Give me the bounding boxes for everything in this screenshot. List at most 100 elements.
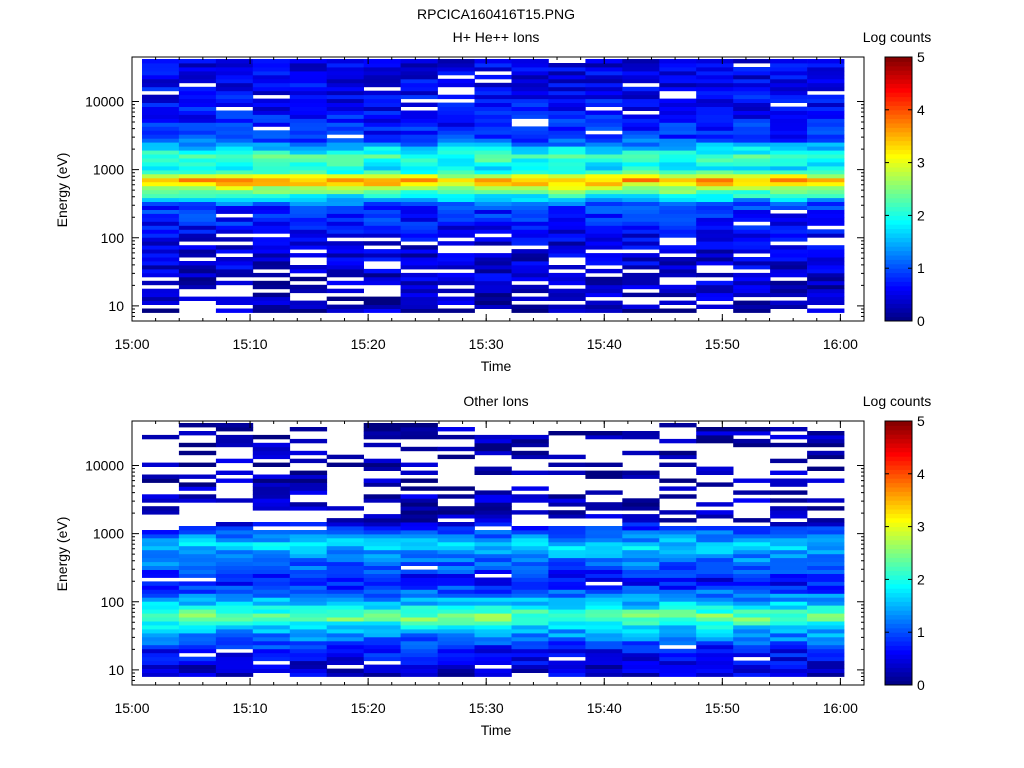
heatmap-cell bbox=[548, 181, 586, 187]
heatmap-cell bbox=[437, 629, 475, 634]
heatmap-cell bbox=[807, 629, 845, 634]
heatmap-cell bbox=[289, 664, 328, 669]
heatmap-cell bbox=[289, 660, 328, 665]
heatmap-cell bbox=[474, 86, 512, 92]
heatmap-cell bbox=[511, 82, 549, 88]
heatmap-cell bbox=[733, 142, 771, 147]
heatmap-cell bbox=[733, 593, 771, 598]
heatmap-cell bbox=[178, 134, 217, 139]
heatmap-cell bbox=[363, 94, 401, 100]
heatmap-cell bbox=[585, 625, 623, 630]
heatmap-cell bbox=[252, 138, 291, 143]
heatmap-cell bbox=[733, 118, 771, 123]
heatmap-cell bbox=[659, 142, 697, 147]
heatmap-cell bbox=[289, 549, 328, 555]
heatmap-cell bbox=[659, 225, 697, 230]
heatmap-cell bbox=[363, 498, 401, 503]
heatmap-cell bbox=[770, 158, 808, 163]
heatmap-cell bbox=[326, 462, 364, 467]
heatmap-cell bbox=[289, 506, 328, 511]
heatmap-cell bbox=[733, 553, 771, 559]
heatmap-cell bbox=[363, 67, 401, 72]
colorbar-swatch bbox=[885, 145, 912, 150]
heatmap-cell bbox=[807, 569, 845, 574]
heatmap-cell bbox=[289, 169, 328, 175]
colorbar-swatch bbox=[885, 623, 912, 629]
heatmap-cell bbox=[252, 237, 291, 242]
heatmap-cell bbox=[807, 265, 845, 270]
heatmap-cell bbox=[178, 114, 217, 119]
heatmap-cell bbox=[400, 308, 438, 313]
heatmap-cell bbox=[178, 597, 217, 602]
heatmap-cell bbox=[289, 146, 328, 151]
heatmap-cell bbox=[622, 241, 660, 246]
heatmap-cell bbox=[363, 304, 401, 309]
heatmap-cell bbox=[585, 142, 623, 147]
heatmap-cell bbox=[585, 605, 623, 610]
heatmap-cell bbox=[363, 577, 401, 582]
heatmap-cell bbox=[326, 146, 364, 151]
heatmap-cell bbox=[474, 644, 512, 650]
heatmap-cell bbox=[696, 142, 734, 147]
colorbar-swatch bbox=[885, 570, 912, 576]
heatmap-cell bbox=[142, 245, 180, 250]
heatmap-cell bbox=[474, 668, 512, 673]
heatmap-cell bbox=[511, 177, 549, 183]
heatmap-cell bbox=[437, 162, 475, 167]
colorbar-swatch bbox=[885, 575, 912, 580]
heatmap-cell bbox=[252, 573, 291, 578]
heatmap-cell bbox=[363, 118, 401, 123]
heatmap-cell bbox=[659, 541, 697, 547]
heatmap-cell bbox=[437, 621, 475, 626]
heatmap-cell bbox=[178, 158, 217, 163]
heatmap-cell bbox=[252, 668, 291, 673]
heatmap-cell bbox=[437, 102, 475, 107]
heatmap-cell bbox=[474, 130, 512, 135]
heatmap-cell bbox=[474, 272, 512, 278]
heatmap-cell bbox=[437, 660, 475, 665]
heatmap-cell bbox=[770, 134, 808, 139]
colorbar-tick-label: 0 bbox=[917, 677, 925, 693]
heatmap-cell bbox=[252, 173, 291, 179]
colorbar-swatch bbox=[885, 162, 912, 168]
heatmap-cell bbox=[585, 166, 623, 171]
heatmap-cell bbox=[289, 553, 328, 559]
heatmap-cell bbox=[511, 573, 549, 578]
heatmap-cell bbox=[696, 90, 734, 96]
heatmap-cell bbox=[437, 213, 475, 218]
heatmap-cell bbox=[363, 217, 401, 222]
heatmap-cell bbox=[178, 494, 217, 499]
heatmap-cell bbox=[178, 74, 217, 80]
heatmap-cell bbox=[696, 589, 734, 594]
colorbar-swatch bbox=[885, 627, 912, 633]
heatmap-cell bbox=[511, 589, 549, 594]
heatmap-cell bbox=[585, 533, 623, 539]
heatmap-cell bbox=[733, 261, 771, 266]
heatmap-cell bbox=[142, 569, 180, 574]
heatmap-cell bbox=[289, 668, 328, 673]
heatmap-cell bbox=[437, 189, 475, 195]
colorbar-swatch bbox=[885, 513, 912, 519]
heatmap-cell bbox=[215, 63, 254, 68]
heatmap-cell bbox=[363, 442, 401, 448]
heatmap-cell bbox=[770, 458, 808, 464]
heatmap-cell bbox=[363, 573, 401, 578]
heatmap-cell bbox=[400, 67, 438, 72]
heatmap-cell bbox=[437, 177, 475, 183]
heatmap-cell bbox=[807, 601, 845, 606]
heatmap-cell bbox=[326, 573, 364, 578]
heatmap-cell bbox=[511, 605, 549, 610]
heatmap-cell bbox=[289, 304, 328, 309]
colorbar-swatch bbox=[885, 79, 912, 84]
heatmap-cell bbox=[326, 585, 364, 590]
colorbar-swatch bbox=[885, 303, 912, 309]
heatmap-cell bbox=[142, 249, 180, 254]
heatmap-cell bbox=[437, 632, 475, 638]
heatmap-cell bbox=[474, 621, 512, 626]
heatmap-cell bbox=[326, 197, 364, 202]
colorbar-swatch bbox=[885, 131, 912, 137]
heatmap-cell bbox=[696, 213, 734, 218]
heatmap-cell bbox=[289, 569, 328, 574]
heatmap-cell bbox=[770, 169, 808, 175]
